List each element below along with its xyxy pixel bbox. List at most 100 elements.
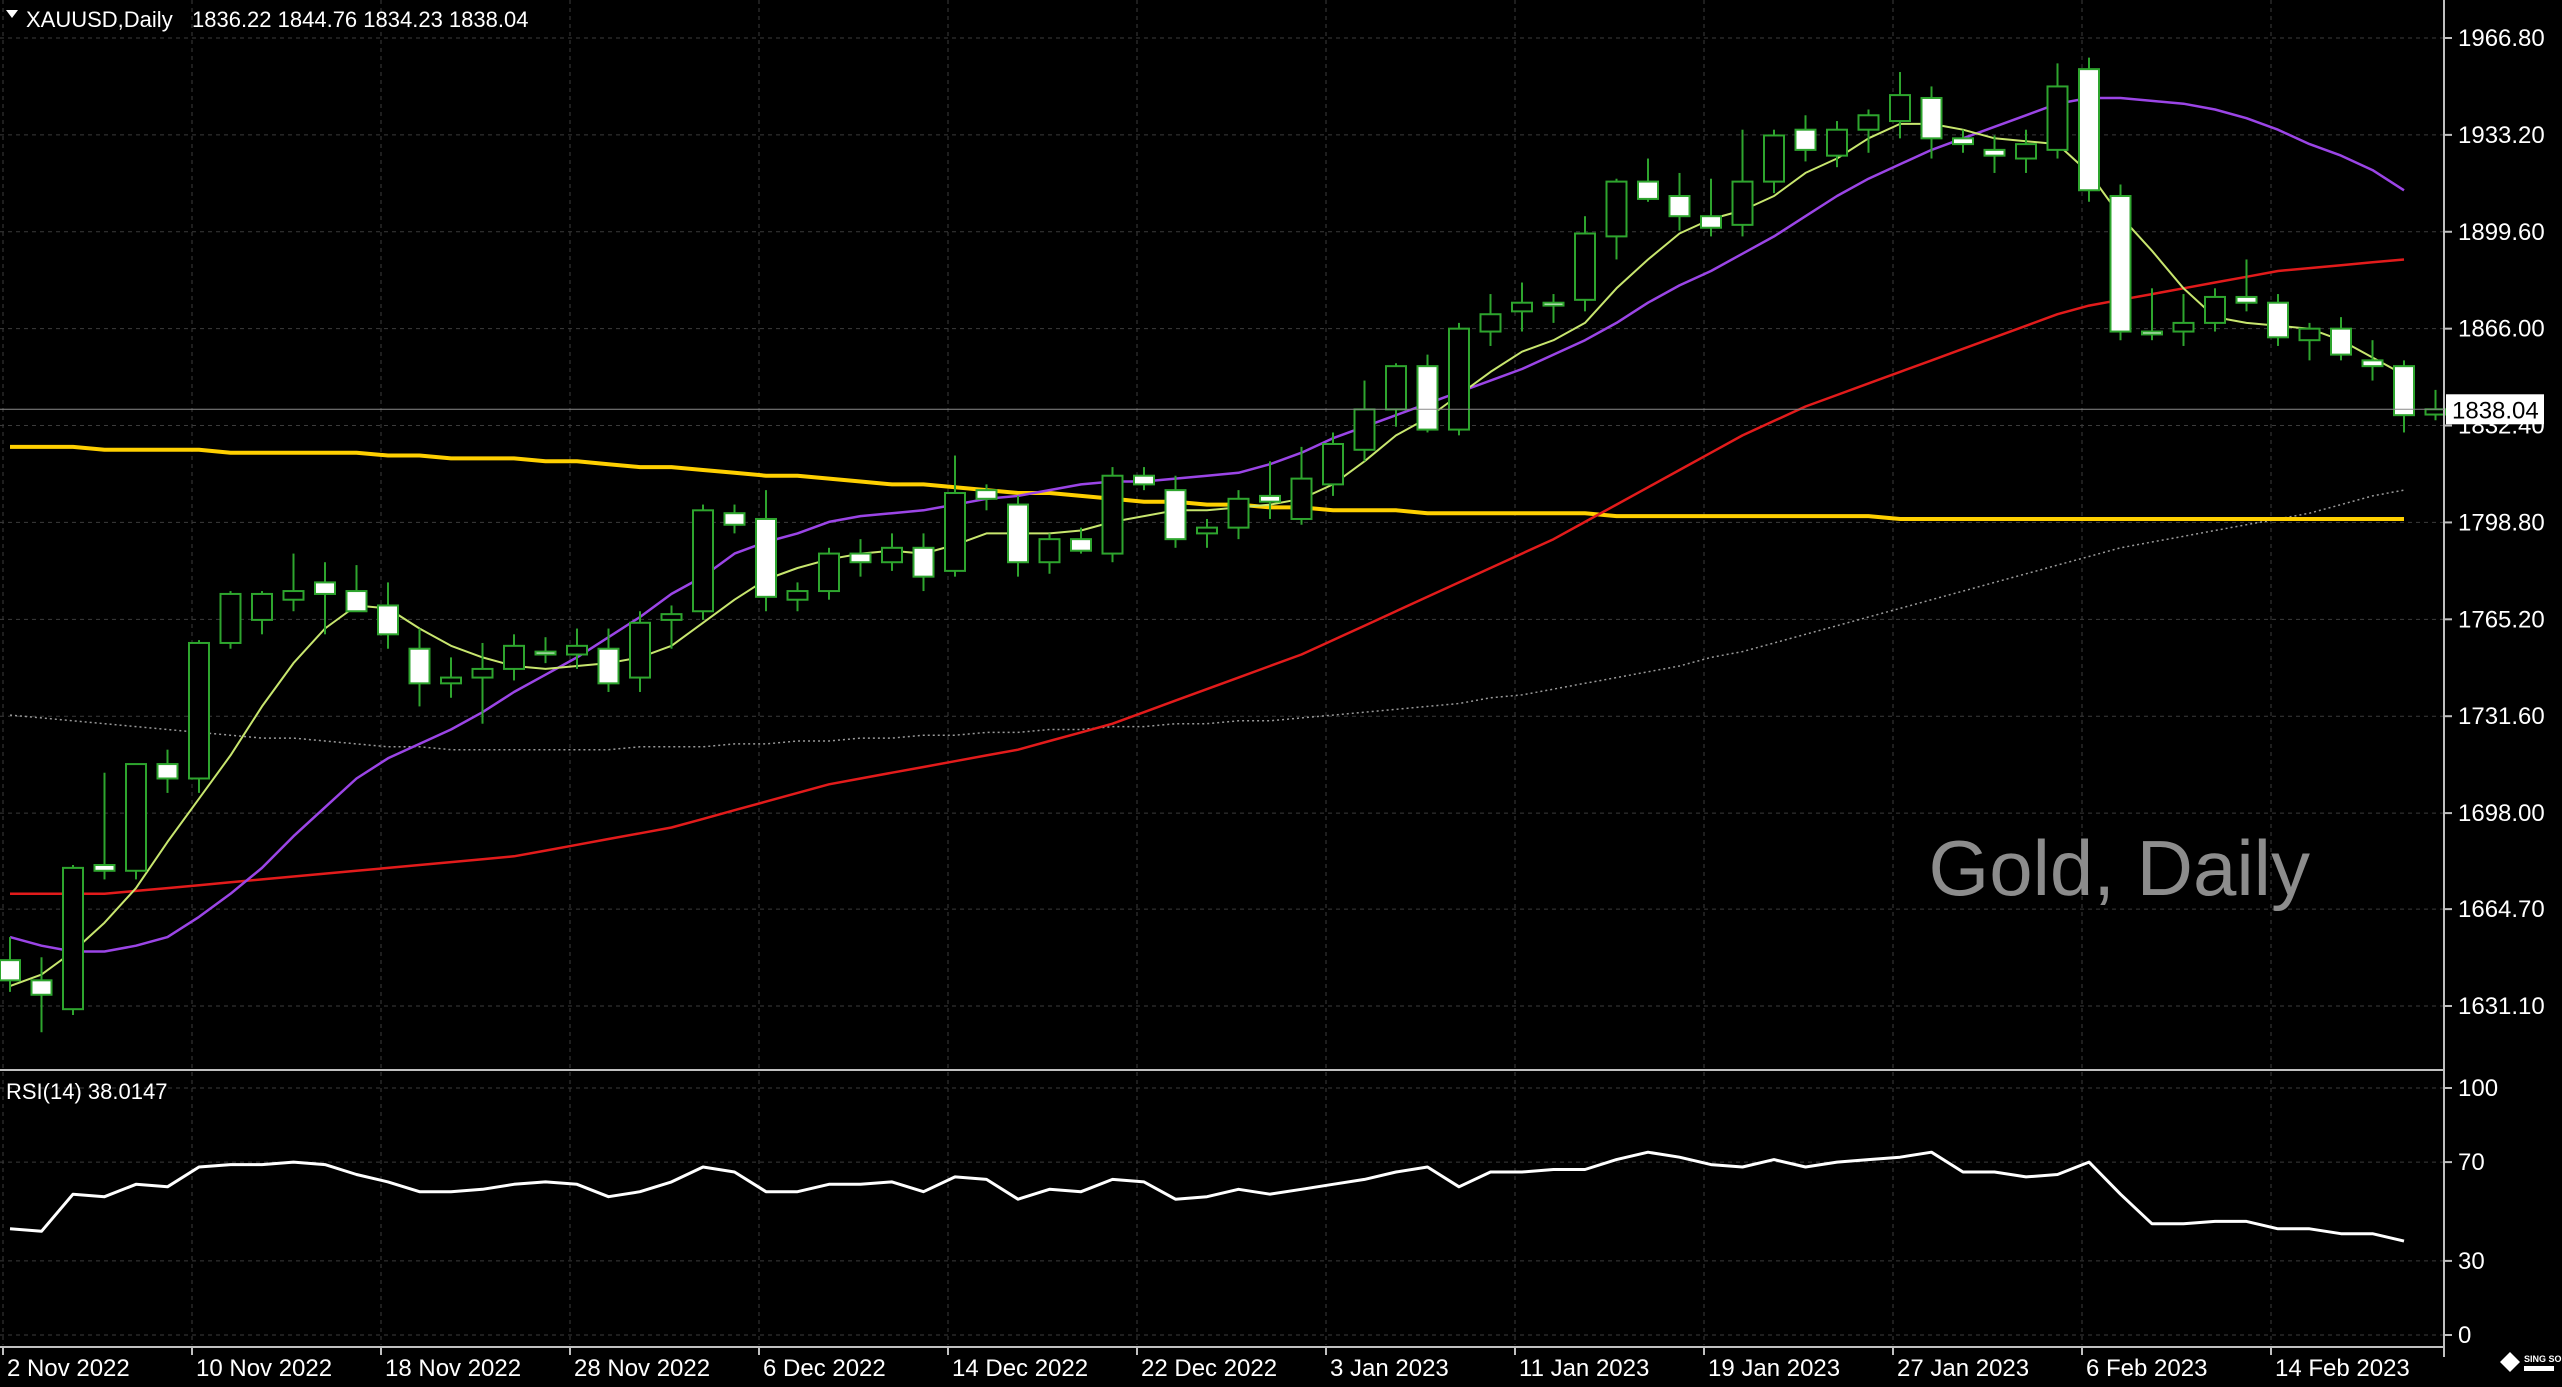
ma-slow-line xyxy=(10,258,2405,896)
candle xyxy=(30,957,53,1033)
candle-body-up xyxy=(1322,443,1344,486)
candle xyxy=(1070,527,1092,554)
candle xyxy=(2172,294,2195,346)
candle-body-up xyxy=(1763,134,1785,183)
candle xyxy=(1322,432,1344,496)
rsi-axis[interactable]: 100 70 30 0 xyxy=(2444,1075,2498,1349)
candle xyxy=(0,937,21,992)
candle xyxy=(2235,259,2258,312)
candle-body-down xyxy=(1164,489,1187,541)
time-tick-label: 3 Jan 2023 xyxy=(1330,1355,1449,1382)
candle-body-up xyxy=(692,509,714,613)
watermark: Gold, Daily xyxy=(1929,824,2310,912)
candle-body-down xyxy=(345,590,368,613)
current-price-tag: 1838.04 xyxy=(2446,394,2544,425)
candle-body-up xyxy=(1574,232,1596,301)
time-tick-label: 28 Nov 2022 xyxy=(574,1355,710,1382)
candle xyxy=(2267,294,2289,346)
candle xyxy=(1857,109,1880,153)
candle-body-up xyxy=(1227,497,1250,529)
candle-body-up xyxy=(1385,365,1407,411)
ma-long-line xyxy=(10,444,2404,521)
candle-body-down xyxy=(314,581,336,595)
candle xyxy=(692,504,714,620)
price-tick-label: 1933.20 xyxy=(2458,122,2545,149)
price-tick-label: 1731.60 xyxy=(2458,703,2545,730)
candle xyxy=(2015,129,2037,173)
ma-longest-line xyxy=(9,489,2405,751)
candle xyxy=(818,547,840,600)
time-axis[interactable]: 2 Nov 2022 10 Nov 2022 18 Nov 2022 28 Nov 2… xyxy=(2,1347,2410,1382)
logo-text: SING SOUND xyxy=(2524,1354,2562,1364)
candle xyxy=(251,591,273,635)
candle-body-up xyxy=(2046,85,2069,151)
candle-body-up xyxy=(2204,295,2226,324)
candle-body-down xyxy=(755,517,777,598)
candle xyxy=(1574,216,1596,312)
candle xyxy=(1920,86,1943,159)
candle xyxy=(2361,340,2384,381)
candle-body-down xyxy=(2330,327,2352,356)
candle xyxy=(1227,490,1250,540)
logo-bar xyxy=(2524,1366,2554,1371)
candle xyxy=(282,553,305,612)
candle xyxy=(440,657,462,698)
time-tick-label: 18 Nov 2022 xyxy=(385,1355,521,1382)
candle xyxy=(1763,129,1785,194)
candle xyxy=(2046,63,2069,159)
candle-body-up xyxy=(2172,321,2195,333)
time-tick-label: 2 Nov 2022 xyxy=(7,1355,130,1382)
candle xyxy=(219,591,242,649)
candle xyxy=(1511,282,1533,332)
candle xyxy=(471,642,494,724)
candle xyxy=(1007,495,1029,577)
candle xyxy=(2204,288,2226,332)
rsi-tick-label: 70 xyxy=(2458,1149,2485,1176)
candle xyxy=(1448,322,1470,436)
candle xyxy=(1196,518,1218,548)
candle xyxy=(408,628,431,707)
candle-body-up xyxy=(1731,180,1754,226)
time-tick-label: 14 Dec 2022 xyxy=(952,1355,1088,1382)
candle xyxy=(912,533,935,592)
price-tick-label: 1899.60 xyxy=(2458,219,2545,246)
price-tick-label: 1798.80 xyxy=(2458,509,2545,536)
time-tick-label: 11 Jan 2023 xyxy=(1519,1355,1649,1382)
price-tick-label: 1664.70 xyxy=(2458,896,2545,923)
dropdown-triangle-icon[interactable] xyxy=(6,10,18,18)
brand-logo: SING SOUND xyxy=(2500,1352,2562,1372)
candle xyxy=(345,565,368,613)
current-price-box xyxy=(2446,394,2544,425)
candle xyxy=(1700,178,1722,237)
candle-body-down xyxy=(408,647,431,685)
candle xyxy=(1290,446,1313,525)
candle-body-down xyxy=(2235,295,2258,304)
candlesticks xyxy=(0,57,2447,1033)
price-axis[interactable]: 1966.801933.201899.601866.001832.401798.… xyxy=(2444,25,2545,1020)
candle-body-down xyxy=(1070,538,1092,552)
candle-body-up xyxy=(1857,114,1880,131)
candle-body-down xyxy=(93,863,116,872)
candle-body-down xyxy=(2141,330,2163,336)
candle xyxy=(1101,467,1124,563)
candle-body-up xyxy=(251,592,273,621)
candle xyxy=(1479,294,1502,346)
price-tick-label: 1966.80 xyxy=(2458,25,2545,52)
candle-body-down xyxy=(1794,128,1817,151)
moving-averages xyxy=(9,96,2405,988)
candle-body-down xyxy=(1700,215,1722,229)
candle xyxy=(881,533,903,571)
candle-body-down xyxy=(975,489,998,500)
price-tick-label: 1765.20 xyxy=(2458,606,2545,633)
candle xyxy=(597,628,620,692)
candle xyxy=(314,562,336,635)
candle-body-down xyxy=(1542,301,1565,307)
candle xyxy=(1605,178,1628,260)
time-tick-label: 6 Dec 2022 xyxy=(763,1355,886,1382)
candle xyxy=(1416,354,1439,433)
candle-body-up xyxy=(660,613,683,621)
chart-header: XAUUSD,Daily 1836.22 1844.76 1834.23 183… xyxy=(6,7,528,32)
candle-body-down xyxy=(1007,503,1029,564)
candle xyxy=(629,611,651,692)
candle-body-up xyxy=(62,866,84,1011)
